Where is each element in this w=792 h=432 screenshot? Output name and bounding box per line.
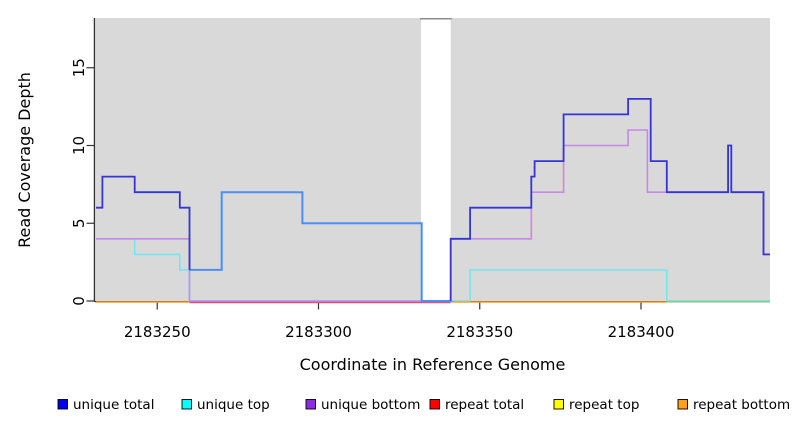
x-axis-title: Coordinate in Reference Genome: [300, 355, 566, 374]
x-tick-label: 2183250: [124, 323, 191, 341]
legend-label-repeat-bottom: repeat bottom: [693, 397, 790, 413]
legend-label-unique-bottom: unique bottom: [321, 397, 420, 413]
legend-swatch-unique-bottom: [305, 399, 316, 410]
y-tick-label: 10: [70, 136, 88, 155]
y-axis-title: Read Coverage Depth: [15, 72, 34, 248]
legend-swatch-unique-total: [57, 399, 68, 410]
legend-swatch-repeat-total: [429, 399, 440, 410]
legend-label-repeat-total: repeat total: [445, 397, 524, 413]
legend-label-unique-total: unique total: [73, 397, 154, 413]
legend-label-unique-top: unique top: [197, 397, 270, 413]
masked-gap-region: [421, 18, 451, 301]
y-tick-label: 5: [70, 218, 88, 228]
legend-label-repeat-top: repeat top: [569, 397, 639, 413]
series-unique-total-left: [96, 175, 191, 270]
legend-swatch-repeat-bottom: [677, 399, 688, 410]
y-tick-label: 0: [70, 296, 88, 306]
series-unique-total-right: [449, 98, 770, 301]
x-tick-label: 2183400: [608, 323, 675, 341]
x-tick-label: 2183300: [285, 323, 352, 341]
y-tick-label: 15: [70, 58, 88, 77]
x-tick-label: 2183350: [446, 323, 513, 341]
legend-swatch-repeat-top: [553, 399, 564, 410]
series-unique-total-mid: [189, 191, 451, 302]
legend-swatch-unique-top: [181, 399, 192, 410]
